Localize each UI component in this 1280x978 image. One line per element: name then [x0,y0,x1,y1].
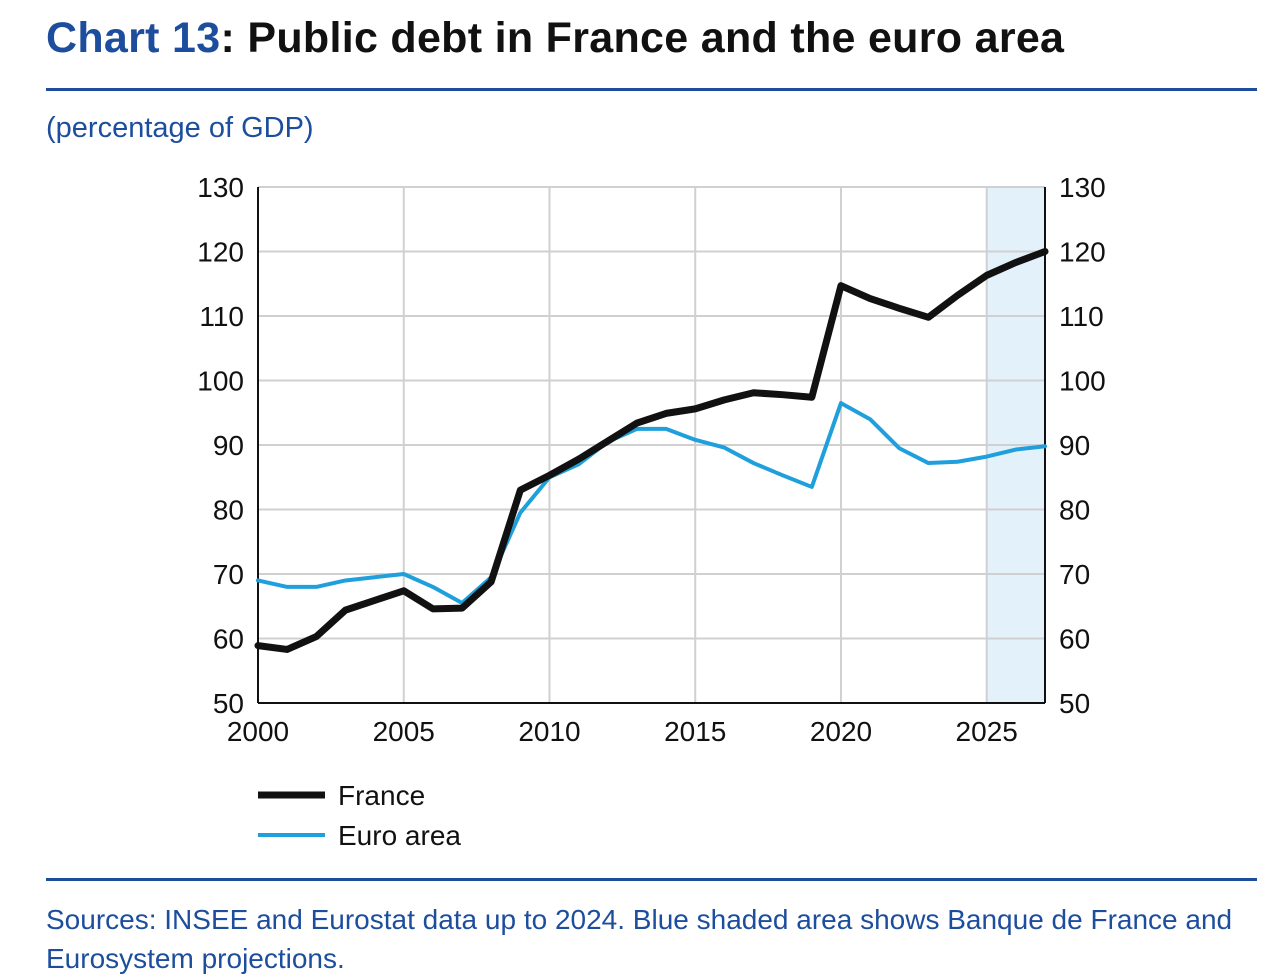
y-tick-label-right: 130 [1059,172,1106,203]
y-tick-label-left: 110 [199,301,244,332]
legend-label: Euro area [338,820,461,851]
chart-number: Chart 13 [46,14,221,62]
y-tick-label-right: 100 [1059,366,1106,397]
y-tick-label-right: 60 [1059,624,1090,655]
x-tick-label: 2000 [227,716,289,747]
y-tick-label-left: 80 [213,495,244,526]
y-tick-label-left: 60 [213,624,244,655]
chart-subtitle: (percentage of GDP) [46,112,314,144]
bottom-divider [46,878,1257,881]
x-tick-label: 2015 [664,716,726,747]
series-line-euro-area [256,401,1047,606]
y-tick-label-right: 110 [1059,301,1104,332]
y-tick-label-right: 70 [1059,559,1090,590]
chart-title: Chart 13: Public debt in France and the … [46,14,1064,63]
y-tick-label-right: 50 [1059,688,1090,719]
y-tick-label-right: 80 [1059,495,1090,526]
legend-label: France [338,780,425,811]
y-tick-label-left: 50 [213,688,244,719]
chart-title-text: : Public debt in France and the euro are… [220,14,1065,62]
y-tick-label-right: 120 [1059,237,1106,268]
x-tick-label: 2025 [956,716,1018,747]
series-line-france [254,248,1049,653]
y-tick-label-right: 90 [1059,430,1090,461]
y-tick-label-left: 70 [213,559,244,590]
y-tick-label-left: 120 [197,237,244,268]
y-tick-label-left: 100 [197,366,244,397]
sources-note: Sources: INSEE and Eurostat data up to 2… [46,904,1233,974]
y-tick-label-left: 90 [213,430,244,461]
x-tick-label: 2005 [373,716,435,747]
top-divider [46,88,1257,91]
x-tick-label: 2010 [518,716,580,747]
y-tick-label-left: 130 [197,172,244,203]
x-tick-label: 2020 [810,716,872,747]
